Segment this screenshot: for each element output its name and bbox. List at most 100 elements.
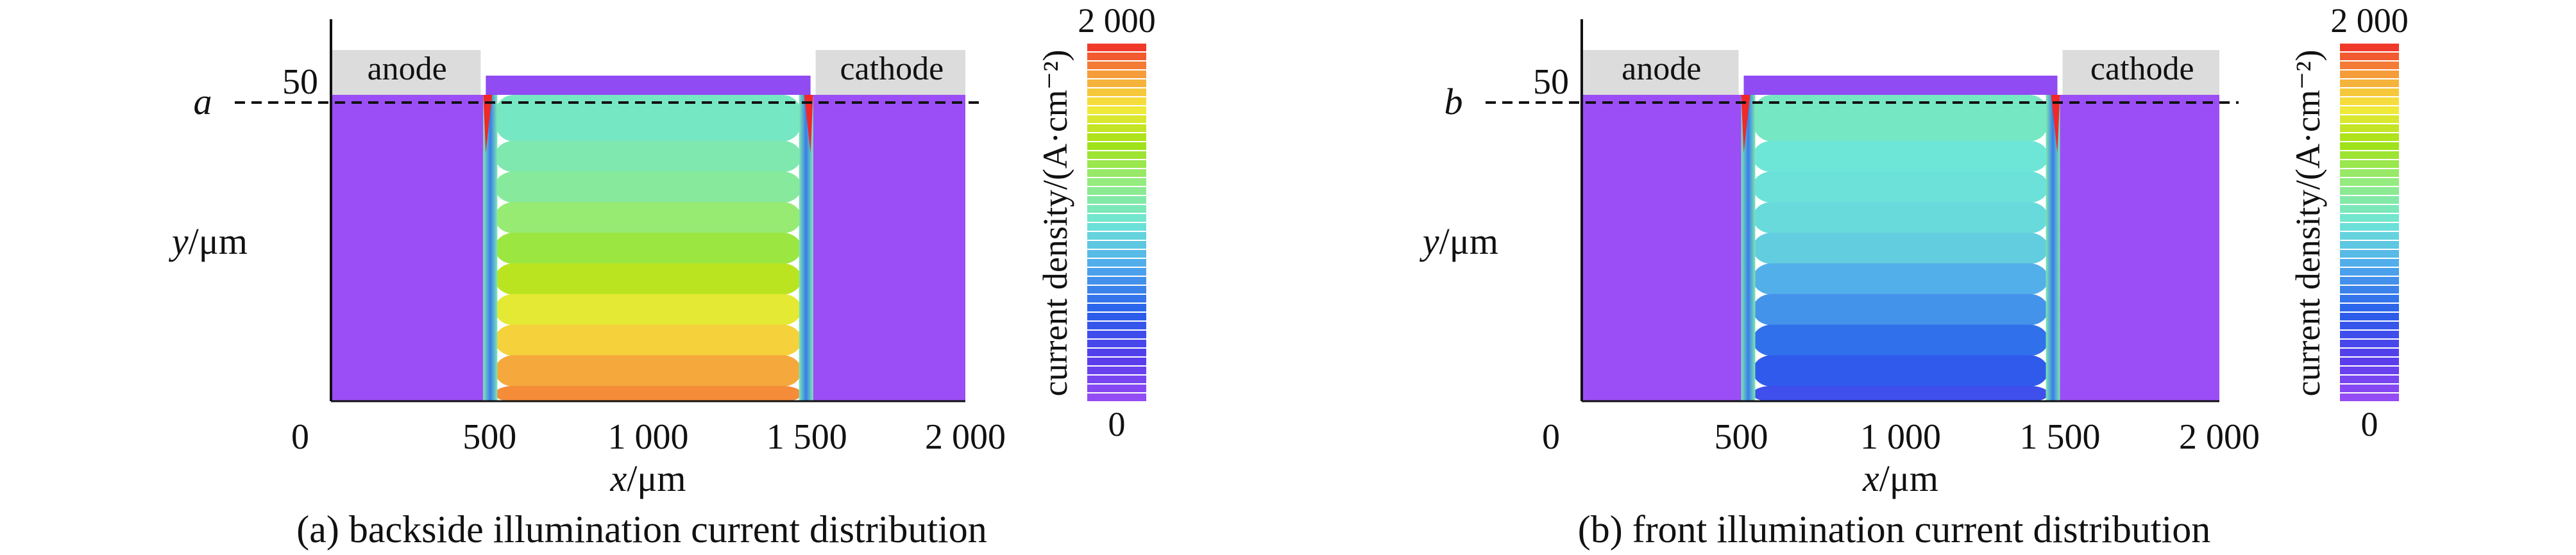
gap-band: [1752, 386, 2049, 402]
colorbar-segment: [2340, 250, 2399, 258]
gap-band: [495, 95, 802, 142]
y-axis-var: y: [1419, 220, 1439, 262]
gap-band: [1752, 233, 2049, 264]
colorbar-segment: [2340, 205, 2399, 213]
y-axis-unit: /μm: [1439, 220, 1498, 262]
colorbar-segment: [1087, 393, 1146, 401]
colorbar-segment: [2340, 349, 2399, 356]
colorbar-segment: [2340, 88, 2399, 96]
colorbar-segment: [2340, 133, 2399, 141]
colorbar-segment: [2340, 214, 2399, 222]
x-tick-label: 1 000: [608, 417, 689, 457]
colorbar-segment: [2340, 322, 2399, 329]
y-tick-label: 50: [1533, 62, 1569, 102]
colorbar-segment: [1087, 295, 1146, 302]
colorbar-title: current density/(A·cm⁻²): [1036, 49, 1074, 396]
colorbar-segment: [2340, 259, 2399, 267]
colorbar-max-label: 2 000: [2330, 1, 2409, 40]
cathode-label: cathode: [840, 51, 944, 87]
gap-band: [495, 140, 802, 172]
panel-caption: (b) front illumination current distribut…: [1578, 508, 2210, 551]
colorbar-segment: [1087, 160, 1146, 168]
cathode-label: cathode: [2090, 51, 2194, 87]
gap-edge-left: [1741, 95, 1756, 401]
colorbar-segment: [2340, 79, 2399, 87]
colorbar-segment: [1087, 385, 1146, 392]
hotspot-right: [804, 95, 813, 153]
anode-region: [331, 95, 484, 401]
colorbar-segment: [1087, 124, 1146, 132]
y-axis-label: y/μm: [1419, 220, 1498, 262]
colorbar-segment: [1087, 313, 1146, 320]
colorbar-segment: [1087, 304, 1146, 311]
anode-electrode: [1582, 50, 1739, 95]
colorbar: [2340, 44, 2399, 401]
gap-band: [1752, 324, 2049, 356]
colorbar-segment: [1087, 53, 1146, 60]
x-axis-var: x: [1862, 458, 1879, 499]
colorbar-segment: [2340, 44, 2399, 51]
gap-band: [495, 324, 802, 356]
gap-band: [1752, 140, 2049, 172]
colorbar-segment: [1087, 151, 1146, 159]
colorbar-segment: [1087, 286, 1146, 294]
colorbar-segment: [1087, 178, 1146, 186]
x-axis-label: x/μm: [1862, 458, 1938, 499]
gap-band: [1752, 95, 2049, 142]
colorbar-segment: [2340, 331, 2399, 338]
colorbar-segment: [2340, 295, 2399, 302]
dashed-line-label: a: [194, 81, 212, 122]
hotspot-right: [2051, 95, 2060, 153]
colorbar-segment: [1087, 259, 1146, 267]
colorbar-segment: [2340, 268, 2399, 276]
colorbar-segment: [1087, 331, 1146, 338]
colorbar-segment: [1087, 223, 1146, 231]
colorbar-segment: [2340, 106, 2399, 114]
x-tick-label: 500: [1715, 417, 1768, 457]
x-axis-label: x/μm: [609, 458, 686, 499]
colorbar-segment: [2340, 286, 2399, 294]
colorbar-segment: [2340, 277, 2399, 285]
surface-layer: [1743, 76, 2058, 95]
gap-band: [495, 355, 802, 387]
colorbar-segment: [1087, 115, 1146, 123]
colorbar-segment: [1087, 340, 1146, 347]
colorbar-segment: [1087, 268, 1146, 276]
x-tick-label: 1 500: [767, 417, 847, 457]
gap-edge-right: [2046, 95, 2060, 401]
colorbar-segment: [2340, 340, 2399, 347]
colorbar-segment: [1087, 358, 1146, 365]
gap-band: [1752, 202, 2049, 234]
colorbar-segment: [2340, 62, 2399, 69]
x-tick-label: 2 000: [2179, 417, 2260, 457]
colorbar-segment: [2340, 196, 2399, 204]
anode-label: anode: [368, 51, 447, 87]
colorbar-segment: [2340, 53, 2399, 60]
x-tick-label: 500: [462, 417, 516, 457]
anode-electrode: [331, 50, 481, 95]
gap-band: [1752, 171, 2049, 203]
colorbar-segment: [1087, 349, 1146, 356]
y-axis-var: y: [169, 220, 189, 262]
colorbar-segment: [1087, 79, 1146, 87]
gap-band: [1752, 263, 2049, 295]
colorbar-segment: [2340, 241, 2399, 249]
colorbar-segment: [1087, 88, 1146, 96]
colorbar-segment: [2340, 313, 2399, 320]
gap-band: [495, 386, 802, 402]
colorbar-segment: [1087, 322, 1146, 329]
y-axis-label: y/μm: [169, 220, 248, 262]
gap-band: [495, 233, 802, 264]
y-axis-unit: /μm: [189, 220, 248, 262]
colorbar-segment: [2340, 97, 2399, 105]
colorbar-segment: [2340, 187, 2399, 195]
colorbar-title: current density/(A·cm⁻²): [2289, 49, 2327, 396]
colorbar-segment: [1087, 214, 1146, 222]
gap-band: [495, 171, 802, 203]
gap-band: [495, 202, 802, 234]
colorbar-segment: [1087, 133, 1146, 141]
gap-edge-left: [483, 95, 498, 401]
colorbar-segment: [2340, 223, 2399, 231]
